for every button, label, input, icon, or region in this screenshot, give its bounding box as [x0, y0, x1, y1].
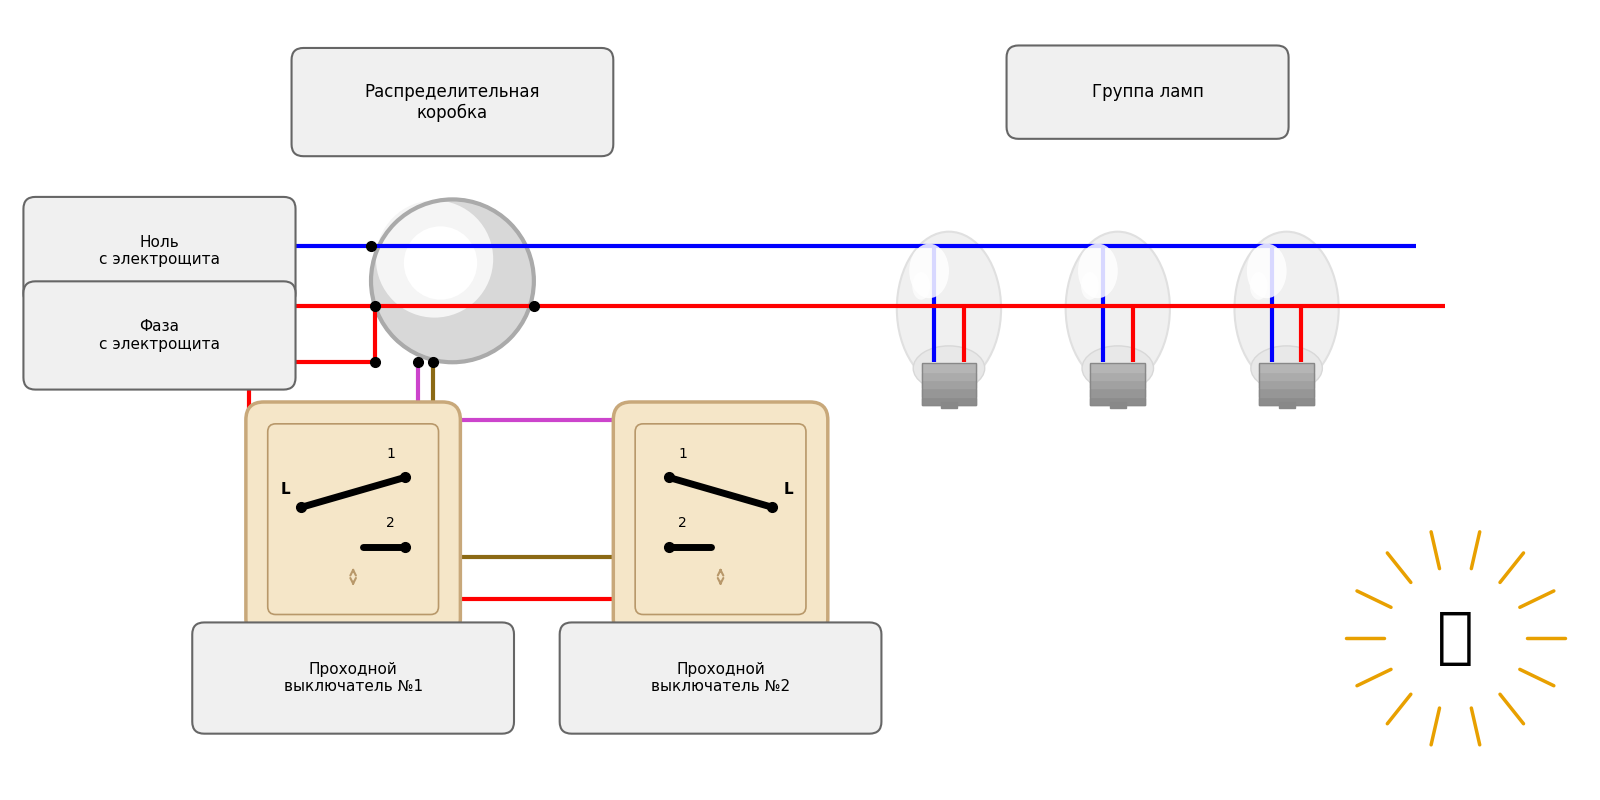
- Text: Группа ламп: Группа ламп: [1091, 83, 1203, 101]
- Bar: [922, 373, 976, 380]
- Text: Проходной
выключатель №2: Проходной выключатель №2: [651, 662, 790, 694]
- FancyBboxPatch shape: [291, 48, 613, 156]
- Bar: [1091, 381, 1146, 388]
- Text: Фаза
с электрощита: Фаза с электрощита: [99, 319, 219, 352]
- Bar: [1091, 364, 1146, 371]
- Ellipse shape: [912, 272, 930, 300]
- Text: 2: 2: [678, 516, 686, 530]
- Text: 1: 1: [387, 446, 395, 461]
- Ellipse shape: [914, 346, 984, 390]
- Bar: [1278, 402, 1294, 408]
- Bar: [1091, 398, 1146, 405]
- Ellipse shape: [1251, 346, 1322, 390]
- FancyBboxPatch shape: [24, 197, 296, 305]
- Bar: [1259, 373, 1314, 380]
- Bar: [1259, 398, 1314, 405]
- Text: 🤝: 🤝: [1437, 609, 1474, 668]
- Bar: [1091, 390, 1146, 397]
- Text: L: L: [784, 482, 794, 498]
- Ellipse shape: [909, 243, 949, 298]
- Text: L: L: [280, 482, 291, 498]
- Bar: [1259, 381, 1314, 388]
- Circle shape: [371, 199, 534, 362]
- Bar: [1110, 402, 1126, 408]
- Bar: [1259, 364, 1314, 371]
- Bar: [941, 402, 957, 408]
- Ellipse shape: [1082, 272, 1099, 300]
- Ellipse shape: [1250, 272, 1267, 300]
- Ellipse shape: [1078, 243, 1118, 298]
- Text: Проходной
выключатель №1: Проходной выключатель №1: [283, 662, 422, 694]
- FancyBboxPatch shape: [267, 424, 438, 614]
- FancyBboxPatch shape: [560, 622, 882, 734]
- FancyBboxPatch shape: [1006, 46, 1288, 139]
- Ellipse shape: [1246, 243, 1286, 298]
- Text: 1: 1: [678, 446, 688, 461]
- Ellipse shape: [898, 232, 1002, 386]
- Circle shape: [403, 226, 477, 300]
- Bar: [1091, 373, 1146, 380]
- Bar: [922, 364, 976, 371]
- Text: Ноль
с электрощита: Ноль с электрощита: [99, 235, 219, 267]
- Bar: [1259, 390, 1314, 397]
- Circle shape: [376, 200, 493, 318]
- FancyBboxPatch shape: [192, 622, 514, 734]
- FancyBboxPatch shape: [635, 424, 806, 614]
- FancyBboxPatch shape: [24, 282, 296, 390]
- Ellipse shape: [1082, 346, 1154, 390]
- Text: 2: 2: [387, 516, 395, 530]
- Bar: [922, 398, 976, 405]
- Bar: [922, 381, 976, 388]
- Bar: [922, 390, 976, 397]
- FancyBboxPatch shape: [246, 402, 461, 636]
- FancyBboxPatch shape: [613, 402, 827, 636]
- Text: Распределительная
коробка: Распределительная коробка: [365, 82, 541, 122]
- Ellipse shape: [1235, 232, 1339, 386]
- Ellipse shape: [1066, 232, 1170, 386]
